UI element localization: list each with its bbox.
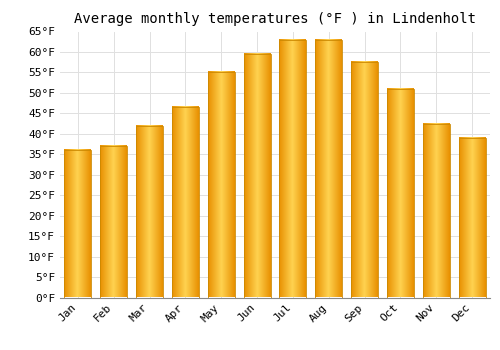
Bar [172,107,199,298]
Bar [136,126,163,298]
Bar [100,146,127,298]
Bar [387,89,414,298]
Bar [244,54,270,298]
Bar [423,124,450,298]
Bar [64,150,92,298]
Bar [458,138,485,298]
Title: Average monthly temperatures (°F ) in Lindenholt: Average monthly temperatures (°F ) in Li… [74,12,476,26]
Bar [280,40,306,298]
Bar [316,40,342,298]
Bar [351,62,378,298]
Bar [208,72,234,298]
